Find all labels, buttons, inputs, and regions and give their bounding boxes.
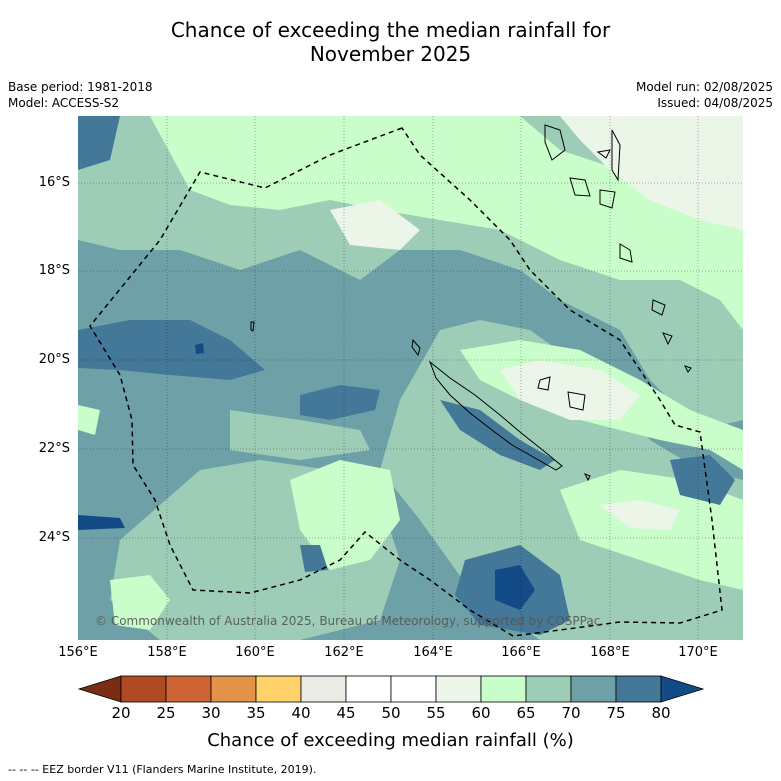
- eez-legend-note: -- -- -- EEZ border V11 (Flanders Marine…: [8, 763, 317, 776]
- hunter-island-outline: [662, 332, 673, 346]
- lat-label-20s: 20°S: [38, 352, 70, 367]
- colorbar-swatch: [300, 675, 347, 703]
- colorbar-tick-label: 35: [246, 704, 266, 722]
- field-55-60-south: [600, 500, 680, 530]
- map-title: Chance of exceeding the median rainfall …: [0, 18, 781, 66]
- colorbar-tick-label: 60: [471, 704, 491, 722]
- issued-date: Issued: 04/08/2025: [657, 96, 773, 110]
- vanuatu-island-1-outline: [544, 124, 566, 161]
- title-line-2: November 2025: [309, 42, 472, 66]
- matthew-island-outline: [651, 299, 666, 316]
- lat-label-18s: 18°S: [38, 263, 70, 278]
- colorbar-swatch: [120, 675, 167, 703]
- land-outlines: [250, 124, 692, 482]
- small-island-2-outline: [583, 473, 591, 482]
- model-name: Model: ACCESS-S2: [8, 96, 120, 110]
- meta-right: Model run: 02/08/2025 Issued: 04/08/2025: [636, 79, 773, 111]
- field-80-plus-south: [495, 565, 535, 610]
- field-60-65-north: [150, 116, 743, 330]
- colorbar-swatch: [210, 675, 257, 703]
- colorbar-tick-label: 25: [156, 704, 176, 722]
- lon-label-168e: 168°E: [590, 645, 630, 660]
- lat-label-24s: 24°S: [38, 530, 70, 545]
- field-65-70-centre: [230, 410, 370, 460]
- field-60-65-blob: [110, 575, 170, 630]
- meta-left: Base period: 1981-2018 Model: ACCESS-S2: [8, 79, 153, 111]
- new-caledonia-outline: [428, 360, 563, 471]
- colorbar-swatch: [165, 675, 212, 703]
- field-75-80-central: [300, 385, 380, 420]
- lon-label-160e: 160°E: [235, 645, 275, 660]
- lon-label-156e: 156°E: [58, 645, 98, 660]
- title-line-1: Chance of exceeding the median rainfall …: [170, 18, 611, 42]
- colorbar-tick-label: 55: [426, 704, 446, 722]
- lon-label-162e: 162°E: [324, 645, 364, 660]
- rainfall-probability-field: [78, 116, 743, 640]
- field-55-60-north: [560, 116, 743, 230]
- field-55-60-east: [500, 360, 640, 420]
- field-75-80-east: [670, 455, 735, 505]
- loyalty-island-outline: [537, 376, 551, 391]
- colorbar-tick-label: 50: [381, 704, 401, 722]
- field-75-80-southwest: [300, 545, 328, 572]
- colorbar-extend-low: [77, 675, 122, 703]
- field-75-80-west: [78, 320, 265, 380]
- eez-border: [89, 127, 723, 637]
- colorbar-tick-label: 80: [651, 704, 671, 722]
- chesterfield-outline: [250, 321, 255, 332]
- colorbar-tick-label: 30: [201, 704, 221, 722]
- field-55-60-central: [330, 200, 420, 250]
- colorbar-tick-label: 20: [111, 704, 131, 722]
- colorbar-swatch: [480, 675, 527, 703]
- colorbar-tick-label: 45: [336, 704, 356, 722]
- lon-label-170e: 170°E: [678, 645, 718, 660]
- copyright-notice: © Commonwealth of Australia 2025, Bureau…: [95, 614, 601, 628]
- colorbar-swatch: [570, 675, 617, 703]
- colorbar-swatch: [255, 675, 302, 703]
- colorbar-tick-label: 65: [516, 704, 536, 722]
- base-period: Base period: 1981-2018: [8, 80, 153, 94]
- small-island-outline: [684, 365, 692, 373]
- colorbar-swatch: [435, 675, 482, 703]
- lat-label-22s: 22°S: [38, 441, 70, 456]
- colorbar-title: Chance of exceeding median rainfall (%): [207, 730, 574, 751]
- field-60-65-southwest: [290, 460, 400, 570]
- graticule: [78, 116, 743, 640]
- loyalty-island-2-outline: [567, 391, 586, 411]
- field-60-65-southeast: [560, 470, 743, 590]
- lat-label-16s: 16°S: [38, 175, 70, 190]
- field-75-80-north-strip: [78, 116, 120, 170]
- colorbar-swatch: [615, 675, 662, 703]
- vanuatu-island-3-outline: [596, 149, 611, 159]
- colorbar-extend-high: [660, 675, 705, 703]
- lon-label-166e: 166°E: [501, 645, 541, 660]
- new-caledonia-north-outline: [411, 338, 421, 357]
- colorbar-swatch: [525, 675, 572, 703]
- colorbar-tick-label: 40: [291, 704, 311, 722]
- vanuatu-island-4-outline: [611, 129, 621, 182]
- lon-label-158e: 158°E: [147, 645, 187, 660]
- vanuatu-island-2-outline: [569, 177, 591, 197]
- colorbar-swatch: [390, 675, 437, 703]
- field-80-plus-west: [78, 515, 125, 530]
- field-80-plus-speck: [195, 343, 204, 354]
- colorbar-tick-label: 70: [561, 704, 581, 722]
- colorbar-swatch: [345, 675, 392, 703]
- vanuatu-island-6-outline: [619, 243, 633, 263]
- model-run: Model run: 02/08/2025: [635, 80, 773, 94]
- field-60-65-west-edge: [78, 405, 100, 435]
- vanuatu-island-5-outline: [599, 189, 616, 209]
- colorbar-tick-label: 75: [606, 704, 626, 722]
- colorbar: [77, 675, 705, 703]
- lon-label-164e: 164°E: [413, 645, 453, 660]
